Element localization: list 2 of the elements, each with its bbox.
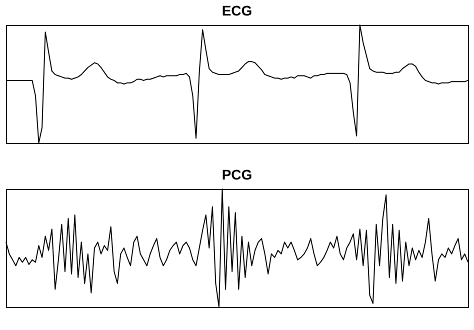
chart-title: ECG <box>222 2 252 18</box>
chart-title: PCG <box>222 166 252 182</box>
